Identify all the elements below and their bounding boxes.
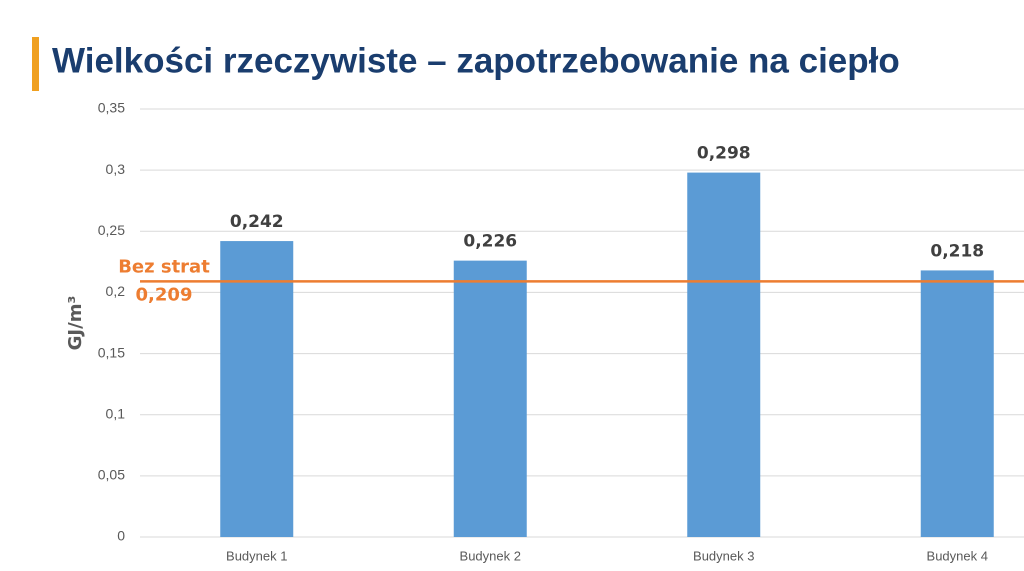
y-tick-label: 0,15 <box>98 344 125 360</box>
y-tick-label: 0,25 <box>98 222 125 238</box>
bar <box>453 260 527 537</box>
y-tick-label: 0 <box>117 528 125 544</box>
y-tick-label: 0,3 <box>106 161 126 177</box>
y-axis-label: GJ/m³ <box>65 296 86 351</box>
chart-title: Wielkości rzeczywiste – zapotrzebowanie … <box>52 41 900 80</box>
title-accent <box>32 37 39 91</box>
data-label: 0,242 <box>230 212 284 232</box>
bar <box>687 172 761 538</box>
reference-label: Bez strat <box>118 256 210 277</box>
y-tick-label: 0,2 <box>106 283 126 299</box>
x-tick-label: Budynek 1 <box>226 548 287 563</box>
bar <box>220 241 294 537</box>
x-tick-label: Budynek 3 <box>693 548 754 563</box>
data-label: 0,298 <box>697 144 751 164</box>
bar <box>920 270 994 537</box>
y-tick-label: 0,05 <box>98 467 125 483</box>
data-label: 0,226 <box>463 232 517 252</box>
y-tick-label: 0,35 <box>98 100 125 116</box>
data-label: 0,218 <box>930 241 984 261</box>
x-tick-label: Budynek 2 <box>460 548 521 563</box>
x-tick-label: Budynek 4 <box>927 548 988 563</box>
reference-value-label: 0,209 <box>136 284 193 305</box>
y-tick-label: 0,1 <box>106 405 126 421</box>
